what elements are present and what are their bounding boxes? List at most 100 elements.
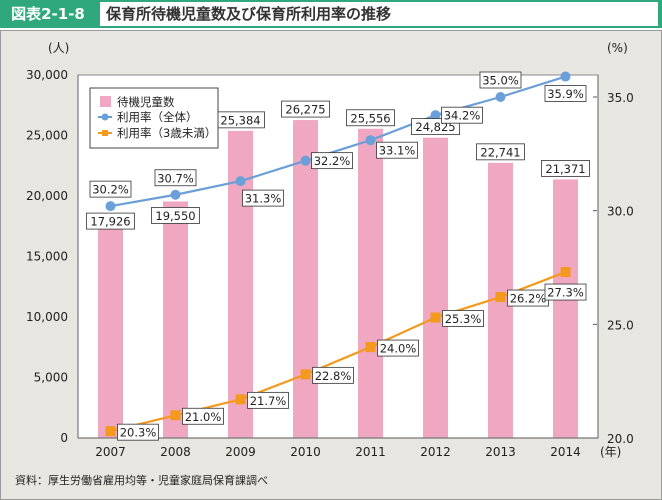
bar-2010 (293, 120, 318, 438)
under3-rate-label-2011: 24.0% (377, 339, 419, 357)
overall-rate-label-2011-box (376, 141, 418, 159)
bar-label-2013-text: 22,741 (480, 145, 520, 159)
overall-rate-label-2008-text: 30.7% (157, 171, 194, 185)
bar-label-2007-text: 17,926 (90, 215, 130, 229)
legend-overall-marker (101, 113, 109, 121)
under3-rate-point-2007 (105, 426, 116, 437)
figure-header: 図表2-1-8 保育所待機児童数及び保育所利用率の推移 (0, 0, 662, 30)
y-right-axis-title: (%) (607, 41, 628, 55)
x-tick-label: 2010 (290, 445, 321, 459)
under3-rate-label-2012: 25.3% (442, 310, 484, 327)
under3-rate-label-2013: 26.2% (507, 289, 549, 307)
bar-label-2009-text: 25,384 (220, 113, 260, 127)
overall-rate-label-2008: 30.7% (154, 169, 197, 187)
under3-rate-label-2008-box (182, 407, 224, 425)
legend-under3-marker (102, 130, 108, 136)
overall-rate-label-2013-text: 35.0% (482, 74, 519, 88)
x-tick-label: 2014 (550, 445, 581, 459)
under3-rate-label-2010-text: 22.8% (315, 369, 352, 383)
under3-rate-label-2007-box (117, 423, 159, 441)
overall-rate-label-2014-box (544, 85, 587, 102)
under3-rate-label-2012-text: 25.3% (445, 312, 482, 326)
bar-label-2011-text: 25,556 (350, 111, 390, 125)
under3-rate-label-2013-text: 26.2% (510, 292, 547, 306)
bar-2011 (358, 128, 383, 438)
bar-label-2011-box (346, 109, 395, 127)
bar-label-2012-text: 24,825 (415, 120, 455, 134)
overall-rate-label-2007-box (89, 180, 132, 198)
bar-label-2008: 19,550 (151, 207, 200, 224)
y-left-tick-label: 0 (60, 431, 68, 445)
figure-title: 保育所待機児童数及び保育所利用率の推移 (106, 5, 392, 23)
under3-rate-point-2009 (235, 394, 246, 405)
bar-label-2013: 22,741 (476, 143, 525, 161)
bar-label-2008-box (151, 207, 200, 224)
under3-rate-point-2012 (430, 312, 441, 323)
figure-tag: 図表2-1-8 (0, 0, 96, 28)
x-tick-label: 2013 (485, 445, 516, 459)
x-tick-label: 2007 (95, 445, 126, 459)
overall-rate-label-2010-box (311, 152, 353, 170)
under3-rate-label-2011-box (377, 339, 419, 357)
legend-bar-swatch (100, 96, 111, 107)
overall-rate-label-2011: 33.1% (376, 141, 418, 159)
overall-rate-label-2011-text: 33.1% (379, 144, 416, 158)
under3-rate-label-2011-text: 24.0% (380, 342, 417, 356)
overall-rate-label-2009: 31.3% (242, 189, 284, 207)
y-left-tick-label: 20,000 (26, 189, 68, 203)
overall-rate-label-2013-box (479, 71, 522, 89)
overall-rate-label-2012-box (441, 106, 483, 124)
overall-rate-point-2012 (430, 110, 441, 121)
under3-rate-label-2014-box (544, 283, 587, 301)
overall-rate-point-2009 (235, 176, 246, 187)
overall-rate-label-2012-text: 34.2% (444, 109, 481, 123)
under3-rate-point-2011 (365, 342, 376, 353)
overall-rate-label-2013: 35.0% (479, 71, 522, 89)
under3-rate-label-2010-box (312, 366, 354, 384)
overall-rate-label-2009-text: 31.3% (245, 192, 282, 206)
x-axis-title: (年) (600, 445, 621, 459)
y-right-tick-label: 20.0 (607, 432, 634, 446)
title-box: 保育所待機児童数及び保育所利用率の推移 (100, 2, 658, 26)
overall-rate-point-2014 (560, 71, 571, 82)
under3-rate-label-2009: 21.7% (247, 391, 289, 409)
x-tick-label: 2011 (355, 445, 386, 459)
overall-rate-label-2010-text: 32.2% (314, 154, 351, 168)
bar-label-2008-text: 19,550 (155, 209, 195, 223)
under3-rate-label-2007-text: 20.3% (120, 426, 157, 440)
bar-2007 (98, 221, 123, 438)
bar-2008 (163, 201, 188, 438)
y-left-tick-label: 25,000 (26, 129, 68, 143)
under3-rate-point-2010 (300, 369, 311, 380)
under3-rate-point-2008 (170, 410, 181, 421)
legend-label-waiting: 待機児童数 (117, 95, 175, 109)
bar-label-2010-text: 26,275 (285, 103, 325, 117)
overall-rate-label-2010: 32.2% (311, 152, 353, 170)
y-left-tick-label: 10,000 (26, 310, 68, 324)
under3-rate-label-2008: 21.0% (182, 407, 224, 425)
legend-label-overall: 利用率（全体） (117, 110, 198, 124)
under3-rate-label-2007: 20.3% (117, 423, 159, 441)
bar-label-2014-box (541, 160, 590, 177)
under3-rate-point-2014 (560, 267, 571, 278)
legend-label-under3: 利用率（3歳未満） (117, 126, 216, 140)
y-left-tick-label: 30,000 (26, 68, 68, 82)
bar-label-2010: 26,275 (281, 100, 330, 118)
overall-rate-line (110, 75, 566, 208)
overall-rate-label-2012: 34.2% (441, 106, 483, 124)
overall-rate-label-2007: 30.2% (89, 180, 132, 198)
bar-label-2007-box (86, 212, 135, 230)
overall-rate-point-2008 (170, 189, 181, 200)
x-tick-label: 2009 (225, 445, 256, 459)
bar-2012 (423, 137, 448, 438)
under3-rate-label-2010: 22.8% (312, 366, 354, 384)
under3-rate-label-2014-text: 27.3% (547, 286, 584, 300)
overall-rate-label-2007-text: 30.2% (92, 183, 129, 197)
under3-rate-point-2013 (495, 292, 506, 303)
under3-rate-label-2012-box (442, 310, 484, 327)
overall-rate-label-2008-box (154, 169, 197, 187)
under3-rate-label-2014: 27.3% (544, 283, 587, 301)
overall-rate-point-2010 (300, 155, 311, 166)
